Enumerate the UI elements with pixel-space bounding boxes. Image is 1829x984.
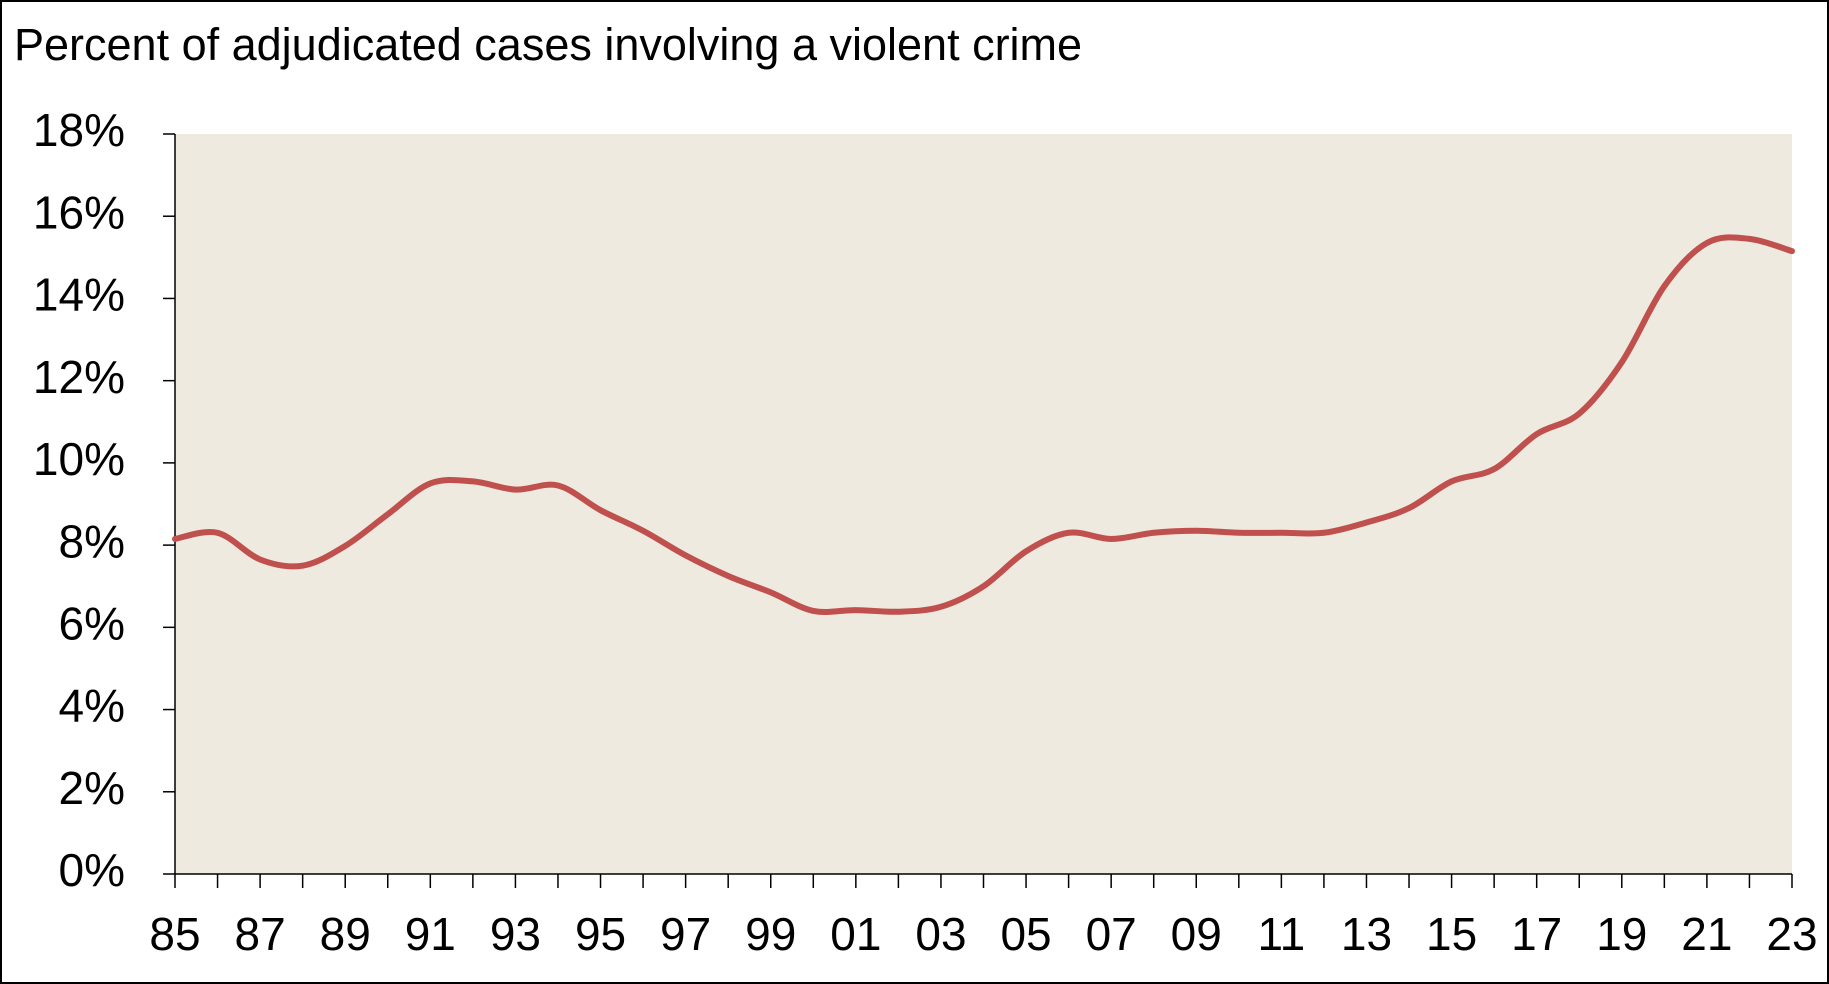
x-tick-label: 01 bbox=[830, 908, 881, 960]
x-tick-label: 93 bbox=[490, 908, 541, 960]
x-tick-label: 05 bbox=[1000, 908, 1051, 960]
y-tick-label: 12% bbox=[33, 351, 125, 403]
y-tick-label: 8% bbox=[59, 515, 125, 567]
x-tick-label: 91 bbox=[405, 908, 456, 960]
x-tick-label: 95 bbox=[575, 908, 626, 960]
x-tick-label: 89 bbox=[320, 908, 371, 960]
x-tick-label: 09 bbox=[1171, 908, 1222, 960]
x-tick-label: 19 bbox=[1596, 908, 1647, 960]
y-tick-label: 4% bbox=[59, 680, 125, 732]
y-tick-label: 18% bbox=[33, 104, 125, 156]
y-tick-label: 14% bbox=[33, 269, 125, 321]
y-tick-label: 16% bbox=[33, 186, 125, 238]
x-tick-label: 23 bbox=[1766, 908, 1817, 960]
x-tick-label: 21 bbox=[1681, 908, 1732, 960]
y-tick-label: 0% bbox=[59, 844, 125, 896]
y-tick-label: 6% bbox=[59, 597, 125, 649]
x-tick-label: 07 bbox=[1086, 908, 1137, 960]
x-tick-label: 87 bbox=[235, 908, 286, 960]
data-line bbox=[172, 234, 1795, 615]
x-tick-label: 15 bbox=[1426, 908, 1477, 960]
x-tick-label: 13 bbox=[1341, 908, 1392, 960]
x-tick-label: 11 bbox=[1257, 908, 1305, 960]
x-tick-label: 17 bbox=[1511, 908, 1562, 960]
x-tick-label: 85 bbox=[149, 908, 200, 960]
x-tick-label: 99 bbox=[745, 908, 796, 960]
y-tick-label: 2% bbox=[59, 762, 125, 814]
x-tick-label: 03 bbox=[915, 908, 966, 960]
y-tick-label: 10% bbox=[33, 433, 125, 485]
plot-area bbox=[175, 134, 1792, 874]
chart-title: Percent of adjudicated cases involving a… bbox=[14, 19, 1082, 70]
x-tick-label: 97 bbox=[660, 908, 711, 960]
